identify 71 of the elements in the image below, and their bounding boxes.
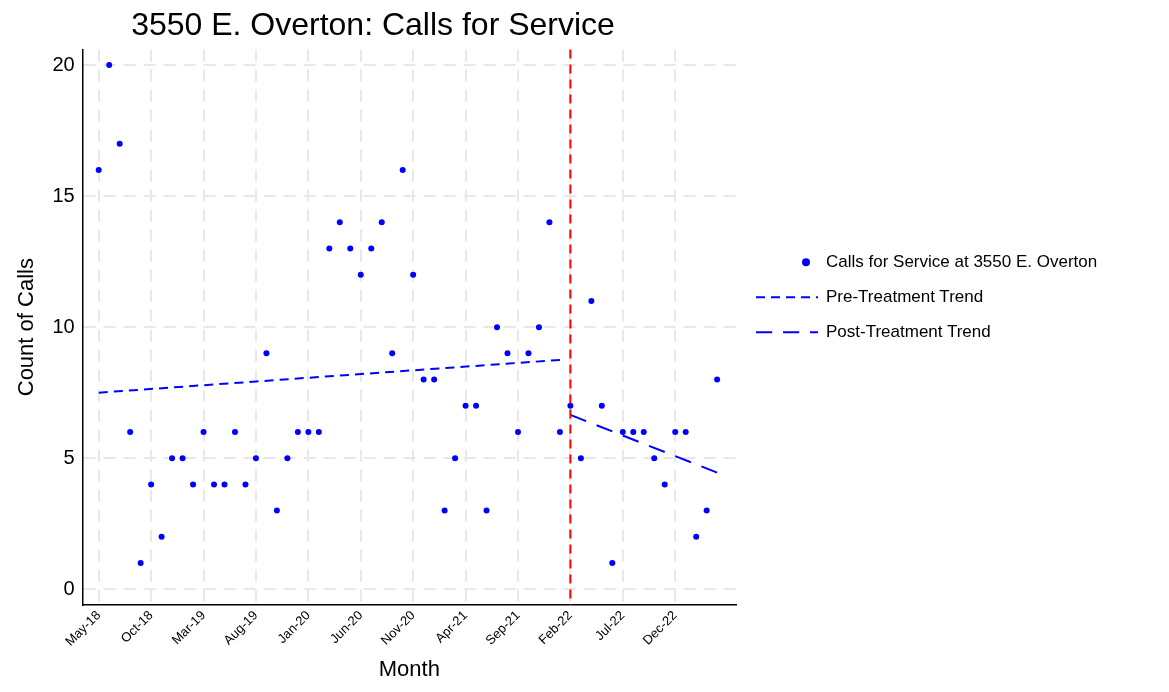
point xyxy=(148,481,155,488)
point xyxy=(514,428,521,435)
point xyxy=(315,428,322,435)
point xyxy=(577,455,584,462)
y-tick-label: 15 xyxy=(52,183,75,206)
point xyxy=(273,507,280,514)
y-tick-label: 0 xyxy=(63,576,75,599)
point xyxy=(546,219,553,226)
point xyxy=(242,481,249,488)
point xyxy=(106,62,113,69)
y-tick-label: 20 xyxy=(52,52,75,75)
point xyxy=(137,559,144,566)
point xyxy=(693,533,700,540)
point xyxy=(284,455,291,462)
point xyxy=(452,455,459,462)
point xyxy=(95,166,102,173)
point xyxy=(504,350,511,357)
point xyxy=(294,428,301,435)
point xyxy=(494,324,501,331)
point xyxy=(378,219,385,226)
point xyxy=(682,428,689,435)
legend-label: Pre-Treatment Trend xyxy=(826,286,984,306)
point xyxy=(431,376,438,383)
y-axis-title: Count of Calls xyxy=(13,258,39,397)
point xyxy=(619,428,626,435)
point xyxy=(357,271,364,278)
legend-label: Calls for Service at 3550 E. Overton xyxy=(826,251,1098,271)
point xyxy=(336,219,343,226)
point xyxy=(231,428,238,435)
point xyxy=(127,428,134,435)
point xyxy=(630,428,637,435)
point xyxy=(326,245,333,252)
point xyxy=(211,481,218,488)
point xyxy=(399,166,406,173)
legend-label: Post-Treatment Trend xyxy=(826,321,991,341)
point xyxy=(116,140,123,147)
point xyxy=(672,428,679,435)
y-tick-label: 5 xyxy=(63,445,75,468)
point xyxy=(714,376,721,383)
point xyxy=(169,455,176,462)
point xyxy=(525,350,532,357)
point xyxy=(389,350,396,357)
y-tick-label: 10 xyxy=(52,314,75,337)
point xyxy=(609,559,616,566)
point xyxy=(263,350,270,357)
point xyxy=(462,402,469,409)
chart-title: 3550 E. Overton: Calls for Service xyxy=(131,6,615,43)
point xyxy=(640,428,647,435)
point xyxy=(200,428,207,435)
point xyxy=(556,428,563,435)
x-axis-title: Month xyxy=(378,655,440,681)
point xyxy=(567,402,574,409)
point xyxy=(179,455,186,462)
point xyxy=(483,507,490,514)
point xyxy=(221,481,228,488)
point xyxy=(420,376,427,383)
point xyxy=(588,297,595,304)
point xyxy=(661,481,668,488)
point xyxy=(190,481,197,488)
point xyxy=(252,455,259,462)
point xyxy=(368,245,375,252)
point xyxy=(703,507,710,514)
point xyxy=(651,455,658,462)
point xyxy=(410,271,417,278)
point xyxy=(598,402,605,409)
point xyxy=(473,402,480,409)
point xyxy=(305,428,312,435)
point xyxy=(535,324,542,331)
point xyxy=(441,507,448,514)
point xyxy=(347,245,354,252)
point xyxy=(158,533,165,540)
